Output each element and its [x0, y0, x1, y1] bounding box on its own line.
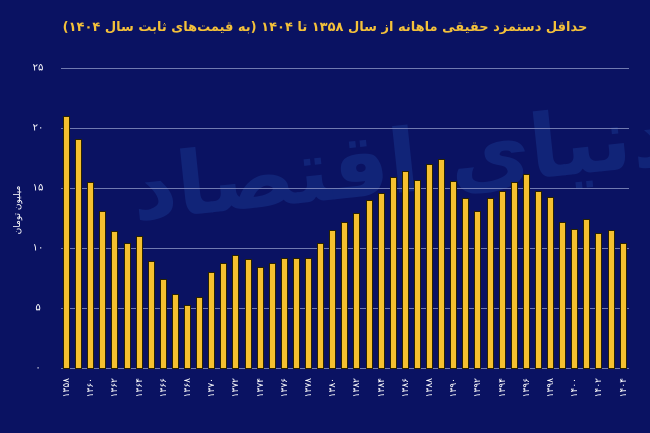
bar-1369 [197, 298, 203, 368]
bar-1373 [245, 260, 251, 368]
x-tick-label: ۱۴۰۰ [570, 378, 581, 398]
x-tick-label: ۱۳۶۶ [158, 378, 169, 398]
bar-1364 [136, 237, 142, 368]
x-tick-label: ۱۳۸۲ [352, 378, 363, 398]
bar-1358 [64, 117, 69, 368]
y-axis-label: میلیون تومان [13, 185, 23, 235]
bar-1387 [414, 180, 420, 368]
x-tick-label: ۱۳۷۸ [304, 378, 314, 398]
x-tick-label: ۱۳۶۰ [86, 378, 97, 398]
x-tick-label: ۱۳۹۸ [546, 378, 556, 398]
x-tick-label: ۱۳۸۰ [328, 378, 339, 398]
bar-1390 [451, 182, 457, 368]
bar-1363 [124, 244, 130, 368]
x-tick-label: ۱۳۶۲ [110, 378, 121, 398]
y-tick-label: ۱۵ [32, 182, 44, 194]
bar-1394 [499, 191, 505, 368]
y-tick-label: ۵ [35, 302, 41, 314]
x-tick-label: ۱۴۰۴ [618, 378, 629, 398]
x-tick-label: ۱۳۶۴ [134, 378, 145, 398]
bar-1372 [233, 256, 239, 368]
x-tick-label: ۱۳۷۶ [279, 378, 290, 398]
x-tick-label: ۱۳۸۴ [376, 378, 387, 398]
bar-1391 [463, 198, 469, 368]
bar-1375 [269, 263, 275, 368]
bar-1401 [584, 220, 590, 368]
bar-1378 [306, 258, 311, 368]
bar-1396 [523, 174, 529, 368]
bar-1402 [596, 233, 602, 368]
bar-1392 [475, 212, 481, 368]
x-tick-label: ۱۳۷۰ [207, 378, 218, 398]
bar-1359 [76, 140, 82, 368]
gridline [61, 128, 629, 129]
bar-1400 [572, 230, 578, 368]
x-tick-label: ۱۳۵۸ [62, 378, 72, 398]
chart-title: حداقل دستمزد حقیقی ماهانه از سال ۱۳۵۸ تا… [62, 20, 588, 35]
bar-1393 [487, 198, 493, 368]
y-tick-label: ۲۵ [32, 62, 44, 74]
bar-1380 [330, 231, 336, 368]
bar-1389 [439, 160, 445, 368]
x-tick-label: ۱۳۷۴ [255, 378, 266, 398]
bar-1379 [318, 244, 324, 368]
x-tick-label: ۱۳۷۲ [231, 378, 242, 398]
x-tick-label: ۱۳۹۶ [521, 378, 532, 398]
bar-1384 [378, 194, 384, 368]
bar-1370 [209, 273, 215, 368]
gridline [61, 188, 629, 189]
bar-1383 [366, 201, 372, 368]
bar-1361 [100, 212, 106, 368]
bar-1376 [281, 258, 287, 368]
bar-1374 [257, 268, 263, 368]
y-tick-label: ۲۰ [32, 122, 44, 134]
bar-1404 [620, 244, 626, 368]
x-tick-label: ۱۳۶۸ [183, 378, 193, 398]
bar-1397 [535, 191, 541, 368]
y-tick-label: ۰ [35, 362, 41, 374]
bar-1377 [293, 258, 299, 368]
x-tick-label: ۱۴۰۲ [594, 378, 605, 398]
bar-1381 [342, 222, 348, 368]
bar-1388 [427, 165, 432, 368]
bar-1399 [560, 222, 566, 368]
bar-1368 [185, 305, 190, 368]
bar-1366 [160, 280, 166, 368]
x-tick-label: ۱۳۹۴ [497, 378, 508, 398]
gridline [61, 68, 629, 69]
bar-1395 [511, 183, 517, 368]
bar-1386 [402, 172, 408, 368]
bar-1365 [148, 262, 154, 368]
x-tick-label: ۱۳۸۸ [425, 378, 435, 398]
gridline [61, 368, 629, 369]
x-tick-label: ۱۳۸۶ [400, 378, 411, 398]
plot-area [61, 68, 629, 369]
x-tick-label: ۱۳۹۰ [449, 378, 460, 398]
bar-1382 [354, 214, 360, 368]
bar-1362 [112, 232, 118, 368]
bar-1360 [88, 183, 94, 368]
bar-1385 [390, 178, 396, 368]
y-tick-label: ۱۰ [32, 242, 44, 254]
bar-1371 [221, 263, 227, 368]
bar-1367 [172, 294, 178, 368]
bar-1403 [608, 231, 614, 368]
x-tick-label: ۱۳۹۲ [473, 378, 484, 398]
bar-1398 [548, 197, 553, 368]
